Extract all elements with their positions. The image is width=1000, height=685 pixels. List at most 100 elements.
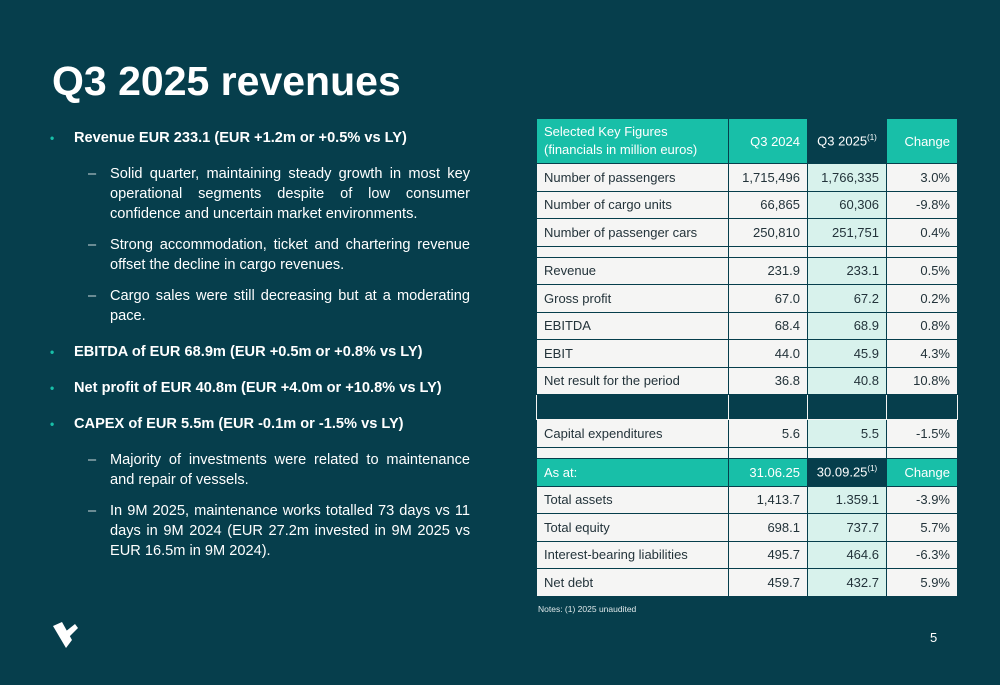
- bullet-dot-icon: •: [50, 417, 55, 431]
- row-spacer: [536, 394, 958, 420]
- value-prev: 459.7: [728, 568, 808, 597]
- value-change: 5.9%: [886, 568, 958, 597]
- sub-point-text: Strong accommodation, ticket and charter…: [110, 237, 470, 273]
- footnote: Notes: (1) 2025 unaudited: [538, 604, 637, 614]
- value-q3-2024: 231.9: [728, 256, 808, 285]
- header-label-line2: (financials in million euros): [544, 142, 698, 157]
- table-row: EBIT 44.0 45.9 4.3%: [536, 339, 958, 368]
- value-q3-2025: 233.1: [807, 256, 887, 285]
- revenue-subpoints: – Solid quarter, maintaining steady grow…: [50, 164, 470, 326]
- table-row: Total equity 698.1 737.7 5.7%: [536, 513, 958, 542]
- table-row: Total assets 1,413.7 1.359.1 -3.9%: [536, 485, 958, 514]
- company-logo-icon: [53, 622, 78, 648]
- value-q3-2025: 68.9: [807, 311, 887, 340]
- row-label: Total equity: [536, 513, 729, 542]
- value-change: 3.0%: [886, 163, 958, 192]
- sub-point-text: In 9M 2025, maintenance works totalled 7…: [110, 503, 470, 559]
- header-q3-2025: Q3 2025(1): [807, 118, 887, 164]
- header-date-current: 30.09.25(1): [807, 457, 887, 487]
- value-change: -3.9%: [886, 485, 958, 514]
- sub-point: – Majority of investments were related t…: [88, 450, 470, 490]
- header-change: Change: [886, 457, 958, 487]
- sub-point: – Solid quarter, maintaining steady grow…: [88, 164, 470, 224]
- value-change: -9.8%: [886, 190, 958, 219]
- row-label: Net debt: [536, 568, 729, 597]
- value-prev: 495.7: [728, 540, 808, 569]
- value-q3-2025: 251,751: [807, 218, 887, 247]
- row-spacer: [536, 446, 958, 459]
- footnote-marker: (1): [867, 133, 877, 143]
- bullet-net-profit: • Net profit of EUR 40.8m (EUR +4.0m or …: [50, 378, 470, 398]
- row-label: Net result for the period: [536, 366, 729, 395]
- value-change: 0.5%: [886, 256, 958, 285]
- table-row: Number of cargo units 66,865 60,306 -9.8…: [536, 190, 958, 219]
- table-header: Selected Key Figures (financials in mill…: [536, 118, 958, 164]
- bullet-dot-icon: •: [50, 345, 55, 359]
- value-q3-2024: 250,810: [728, 218, 808, 247]
- row-label: Capital expenditures: [536, 419, 729, 448]
- header-label: Selected Key Figures (financials in mill…: [536, 118, 729, 164]
- value-change: 10.8%: [886, 366, 958, 395]
- row-label: Number of passenger cars: [536, 218, 729, 247]
- bullet-revenue: • Revenue EUR 233.1 (EUR +1.2m or +0.5% …: [50, 128, 470, 148]
- row-spacer: [536, 245, 958, 258]
- sub-point-text: Solid quarter, maintaining steady growth…: [110, 166, 470, 222]
- value-q3-2024: 5.6: [728, 419, 808, 448]
- table-row: Net result for the period 36.8 40.8 10.8…: [536, 366, 958, 395]
- row-label: EBITDA: [536, 311, 729, 340]
- value-change: -1.5%: [886, 419, 958, 448]
- row-label: Number of passengers: [536, 163, 729, 192]
- sub-point-text: Majority of investments were related to …: [110, 452, 470, 488]
- table-row: Interest-bearing liabilities 495.7 464.6…: [536, 540, 958, 569]
- page-title: Q3 2025 revenues: [52, 58, 401, 104]
- value-q3-2024: 36.8: [728, 366, 808, 395]
- value-change: 0.8%: [886, 311, 958, 340]
- table-row: Revenue 231.9 233.1 0.5%: [536, 256, 958, 285]
- bullet-text: Revenue EUR 233.1 (EUR +1.2m or +0.5% vs…: [74, 130, 407, 146]
- sub-point: – Strong accommodation, ticket and chart…: [88, 235, 470, 275]
- value-current: 432.7: [807, 568, 887, 597]
- value-q3-2025: 67.2: [807, 284, 887, 313]
- sub-point: – Cargo sales were still decreasing but …: [88, 286, 470, 326]
- footnote-marker: (1): [867, 464, 878, 474]
- dash-icon: –: [88, 452, 97, 468]
- value-prev: 1,413.7: [728, 485, 808, 514]
- dash-icon: –: [88, 166, 97, 182]
- table-row: Number of passenger cars 250,810 251,751…: [536, 218, 958, 247]
- bullet-capex: • CAPEX of EUR 5.5m (EUR -0.1m or -1.5% …: [50, 414, 470, 434]
- value-q3-2025: 40.8: [807, 366, 887, 395]
- dash-icon: –: [88, 237, 97, 253]
- value-q3-2024: 1,715,496: [728, 163, 808, 192]
- value-current: 737.7: [807, 513, 887, 542]
- value-q3-2025: 45.9: [807, 339, 887, 368]
- header-change: Change: [886, 118, 958, 164]
- value-q3-2024: 44.0: [728, 339, 808, 368]
- capex-subpoints: – Majority of investments were related t…: [50, 450, 470, 561]
- sub-point-text: Cargo sales were still decreasing but at…: [110, 288, 470, 324]
- value-q3-2025: 1,766,335: [807, 163, 887, 192]
- table-row: Capital expenditures 5.6 5.5 -1.5%: [536, 419, 958, 448]
- value-q3-2025: 5.5: [807, 419, 887, 448]
- value-change: -6.3%: [886, 540, 958, 569]
- page-number: 5: [930, 630, 938, 645]
- value-change: 5.7%: [886, 513, 958, 542]
- dash-icon: –: [88, 503, 97, 519]
- summary-bullets: • Revenue EUR 233.1 (EUR +1.2m or +0.5% …: [50, 128, 470, 577]
- table-row: Number of passengers 1,715,496 1,766,335…: [536, 163, 958, 192]
- header-label-line1: Selected Key Figures: [544, 124, 668, 139]
- row-label: Number of cargo units: [536, 190, 729, 219]
- bullet-text: EBITDA of EUR 68.9m (EUR +0.5m or +0.8% …: [74, 344, 423, 360]
- value-q3-2024: 67.0: [728, 284, 808, 313]
- bullet-ebitda: • EBITDA of EUR 68.9m (EUR +0.5m or +0.8…: [50, 342, 470, 362]
- table-row: Net debt 459.7 432.7 5.9%: [536, 568, 958, 597]
- header-q3-2024: Q3 2024: [728, 118, 808, 164]
- row-label: Gross profit: [536, 284, 729, 313]
- table-row: Gross profit 67.0 67.2 0.2%: [536, 284, 958, 313]
- row-label: Total assets: [536, 485, 729, 514]
- bullet-text: CAPEX of EUR 5.5m (EUR -0.1m or -1.5% vs…: [74, 416, 404, 432]
- table-row: EBITDA 68.4 68.9 0.8%: [536, 311, 958, 340]
- value-current: 464.6: [807, 540, 887, 569]
- header-date-prev: 31.06.25: [728, 457, 808, 487]
- row-label: Interest-bearing liabilities: [536, 540, 729, 569]
- value-q3-2025: 60,306: [807, 190, 887, 219]
